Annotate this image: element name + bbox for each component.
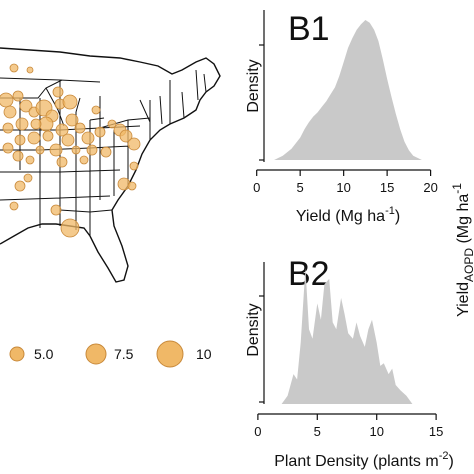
legend-bubble-large (156, 340, 184, 368)
yield-bubble-12 (65, 113, 79, 127)
b2-density-area (281, 268, 413, 404)
yield-bubble-22 (61, 133, 75, 147)
yield-bubble-31 (49, 143, 63, 157)
yield-bubble-5 (3, 105, 17, 119)
yield-bubble-30 (71, 145, 81, 155)
b2-x-ticks: 0 5 10 15 (254, 414, 443, 439)
b1-y-axis-title: Density (245, 59, 262, 112)
yield-bubble-25 (107, 119, 117, 129)
panel-b1: B1 Density 0 5 10 15 20 Yield (Mg ha-1) (245, 10, 438, 225)
yield-bubble-27 (119, 129, 133, 143)
right-title-sup: -1 (450, 183, 464, 194)
b2-x-tick-label-1: 5 (314, 424, 321, 439)
yield-bubble-10 (62, 94, 78, 110)
yield-bubble-15 (15, 117, 29, 131)
yield-bubble-11 (52, 86, 64, 98)
b1-x-tick-label-2: 10 (336, 180, 350, 195)
yield-bubble-20 (27, 131, 41, 145)
yield-bubble-42 (14, 180, 26, 192)
yield-bubble-1 (26, 66, 34, 74)
yield-bubble-18 (74, 122, 86, 134)
yield-bubble-43 (9, 201, 19, 211)
us-outline (0, 47, 221, 283)
yield-bubble-33 (12, 150, 24, 162)
b1-x-tick-label-3: 15 (380, 180, 394, 195)
yield-bubble-19 (42, 130, 54, 142)
right-title-end: (Mg ha (455, 194, 472, 248)
right-title-main: Yield (455, 282, 472, 317)
right-title-sub: AOPD (462, 248, 474, 282)
yield-bubble-32 (35, 145, 45, 155)
yield-bubble-36 (56, 156, 68, 168)
yield-bubble-46 (23, 173, 33, 183)
yield-bubble-45 (60, 218, 80, 238)
yield-bubble-38 (127, 137, 141, 151)
b2-y-axis-title: Density (245, 303, 262, 356)
b1-x-axis-title: Yield (Mg ha-1) (296, 205, 400, 225)
b2-x-tick-label-0: 0 (254, 424, 261, 439)
yield-bubble-24 (94, 126, 106, 138)
legend-bubble-small (9, 346, 25, 362)
size-legend: 5.0 7.5 10 (9, 340, 212, 368)
legend-label-2: 7.5 (114, 346, 134, 362)
b2-x-tick-label-2: 10 (369, 424, 383, 439)
yield-bubble-44 (50, 204, 62, 216)
b1-x-tick-label-1: 5 (297, 180, 304, 195)
yield-bubble-23 (81, 131, 95, 145)
yield-bubble-17 (55, 123, 69, 137)
yield-bubble-2 (0, 92, 14, 108)
yield-bubble-14 (30, 118, 42, 130)
panel-label-b2: B2 (288, 255, 330, 293)
yield-bubble-41 (127, 181, 137, 191)
b2-x-tick-label-3: 15 (429, 424, 443, 439)
panel-b2: B2 Density 0 5 10 15 Plant Density (plants … (245, 255, 454, 470)
b1-x-tick-label-4: 20 (423, 180, 437, 195)
yield-bubble-3 (12, 90, 24, 102)
yield-bubble-16 (2, 122, 14, 134)
b2-x-axis-title: Plant Density (plants m-2) (274, 450, 454, 470)
right-yield-axis-title: YieldAOPD (Mg ha-1 (450, 183, 474, 317)
b1-x-title-main: Yield (Mg ha (296, 208, 385, 225)
b1-x-tick-label-0: 0 (253, 180, 260, 195)
legend-label-1: 5.0 (34, 346, 54, 362)
yield-bubble-39 (129, 161, 139, 171)
b2-x-title-main: Plant Density (plants m (274, 453, 439, 470)
yield-bubble-34 (2, 142, 14, 154)
b2-x-title-end: ) (448, 453, 453, 470)
legend-bubble-medium (85, 343, 107, 365)
legend-label-3: 10 (196, 346, 212, 362)
yield-bubbles (0, 63, 141, 238)
yield-bubble-4 (19, 99, 33, 113)
yield-bubble-47 (91, 105, 101, 115)
yield-bubble-37 (79, 155, 89, 165)
yield-bubble-21 (14, 134, 26, 146)
b1-x-ticks: 0 5 10 15 20 (253, 170, 438, 195)
yield-bubble-0 (9, 63, 19, 73)
b2-x-title-sup: -2 (439, 450, 449, 462)
b1-x-title-end: ) (395, 208, 400, 225)
yield-bubble-29 (86, 144, 98, 156)
b1-x-title-sup: -1 (385, 205, 395, 217)
b1-density-area (274, 20, 422, 160)
yield-bubble-28 (100, 146, 112, 158)
map-panel: 5.0 7.5 10 (0, 47, 221, 368)
panel-label-b1: B1 (288, 10, 330, 48)
yield-bubble-35 (25, 155, 35, 165)
